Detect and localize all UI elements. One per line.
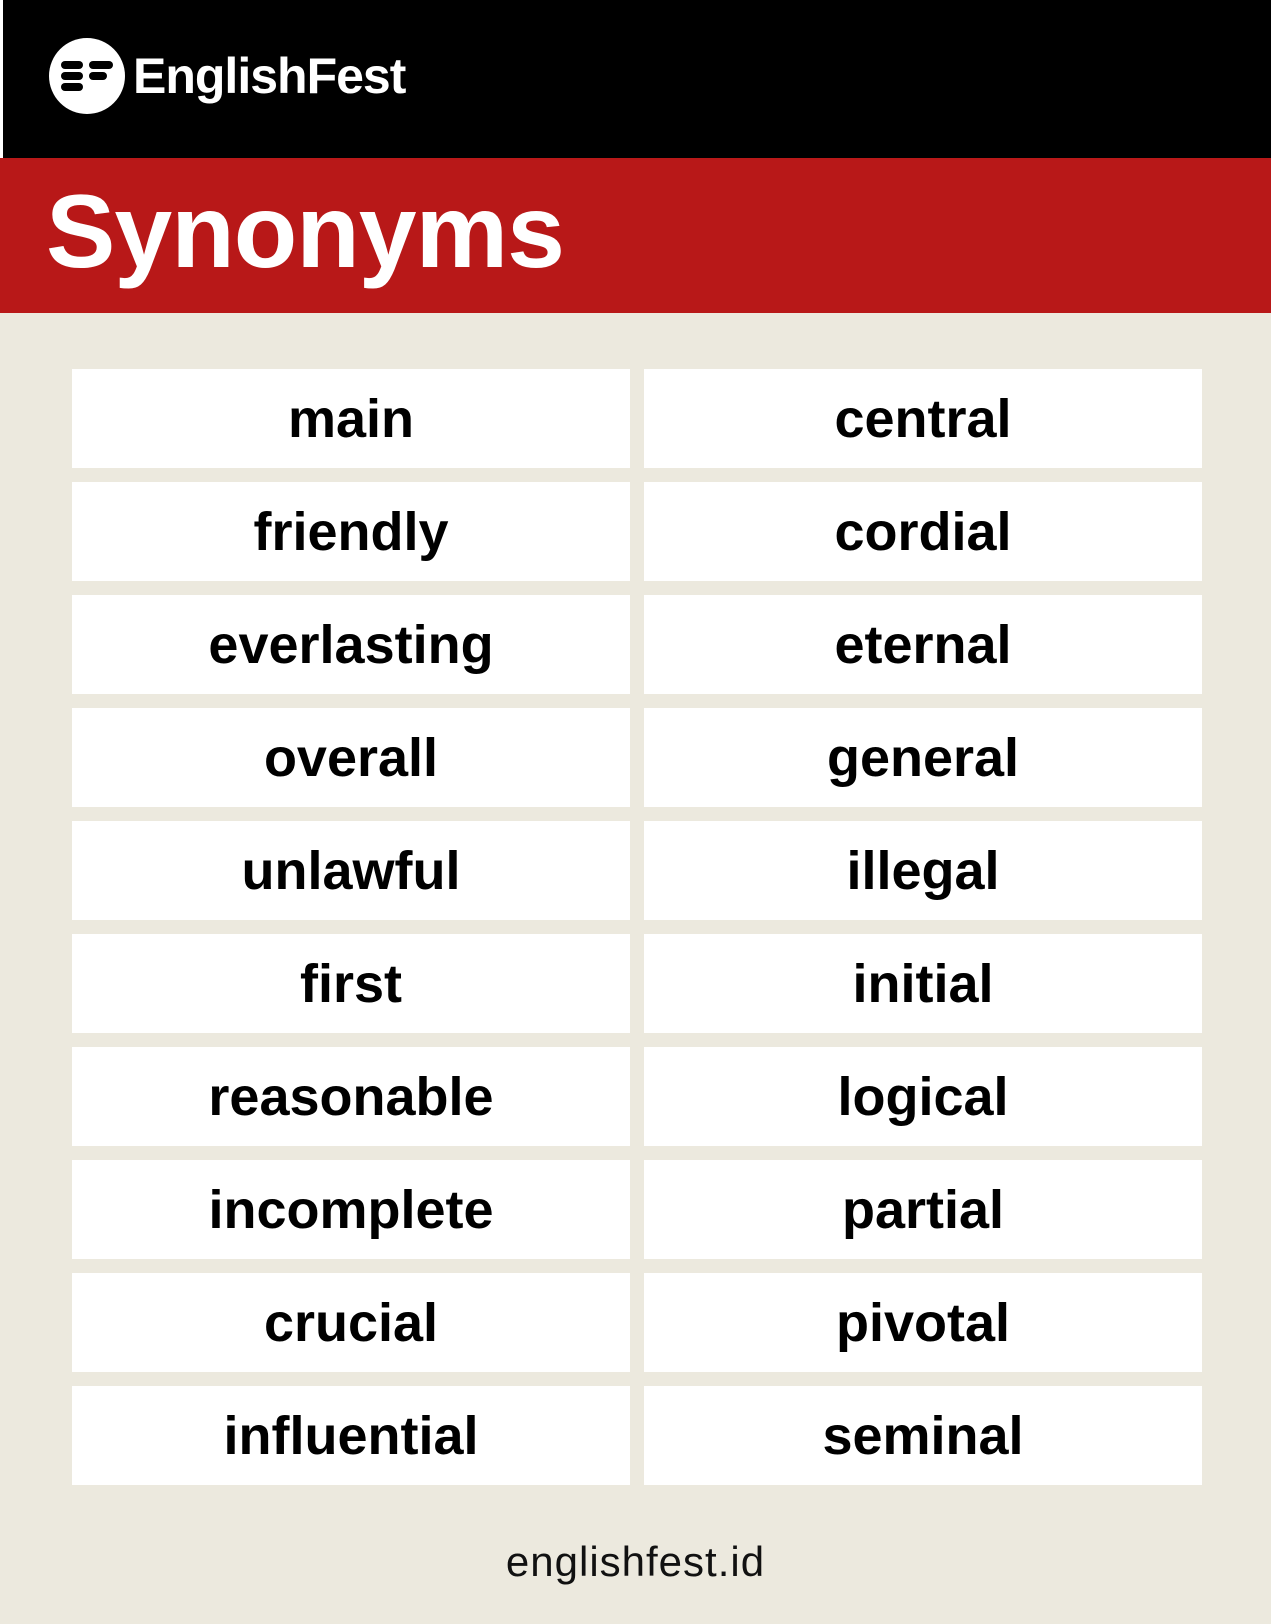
synonym-cell: cordial <box>644 482 1202 581</box>
synonym-cell: central <box>644 369 1202 468</box>
word-cell: overall <box>72 708 630 807</box>
synonym-cell: logical <box>644 1047 1202 1146</box>
synonym-cell: initial <box>644 934 1202 1033</box>
englishfest-logo-icon <box>49 38 125 114</box>
word-cell: first <box>72 934 630 1033</box>
page-title: Synonyms <box>46 174 565 290</box>
footer-website: englishfest.id <box>505 1538 766 1585</box>
word-cell: reasonable <box>72 1047 630 1146</box>
title-banner: Synonyms <box>0 158 1271 313</box>
brand-logo: EnglishFest <box>49 38 406 114</box>
synonym-cell: pivotal <box>644 1273 1202 1372</box>
word-cell: main <box>72 369 630 468</box>
brand-name: EnglishFest <box>133 48 406 104</box>
word-cell: incomplete <box>72 1160 630 1259</box>
synonym-cell: seminal <box>644 1386 1202 1485</box>
word-cell: friendly <box>72 482 630 581</box>
word-cell: influential <box>72 1386 630 1485</box>
synonym-cell: illegal <box>644 821 1202 920</box>
synonym-cell: eternal <box>644 595 1202 694</box>
word-cell: unlawful <box>72 821 630 920</box>
synonym-table: main central friendly cordial everlastin… <box>72 369 1202 1485</box>
word-cell: crucial <box>72 1273 630 1372</box>
word-cell: everlasting <box>72 595 630 694</box>
top-header-bar: EnglishFest <box>0 0 1271 158</box>
synonym-cell: general <box>644 708 1202 807</box>
synonym-cell: partial <box>644 1160 1202 1259</box>
